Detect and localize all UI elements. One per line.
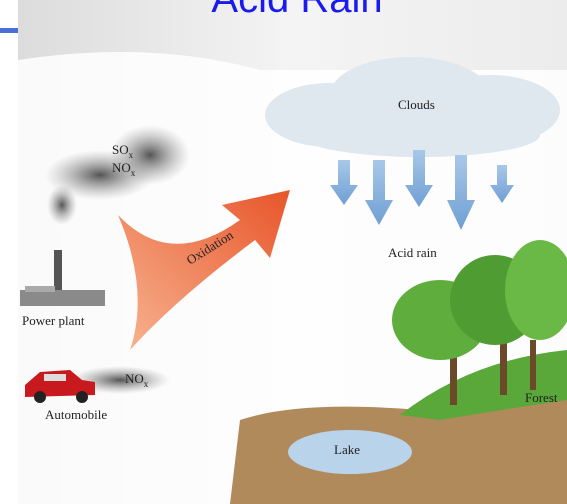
subscript: x [129, 150, 134, 160]
formula: NO [112, 160, 131, 175]
diagram: Acid Rain SOx NOx NOx Power plant Automo… [0, 0, 567, 504]
icon [0, 28, 18, 33]
title: Acid Rain [211, 0, 382, 21]
formula: SO [112, 142, 129, 157]
formula: NO [125, 371, 144, 386]
label: Automobile [45, 407, 107, 422]
label: Lake [334, 442, 360, 457]
label: Clouds [398, 97, 435, 112]
label: Forest [525, 390, 558, 405]
subscript: x [131, 168, 136, 178]
page: Acid Rain SOx NOx NOx Power plant Automo… [0, 0, 567, 504]
subscript: x [144, 379, 149, 389]
label: Acid rain [388, 245, 437, 260]
label: Power plant [22, 313, 85, 328]
